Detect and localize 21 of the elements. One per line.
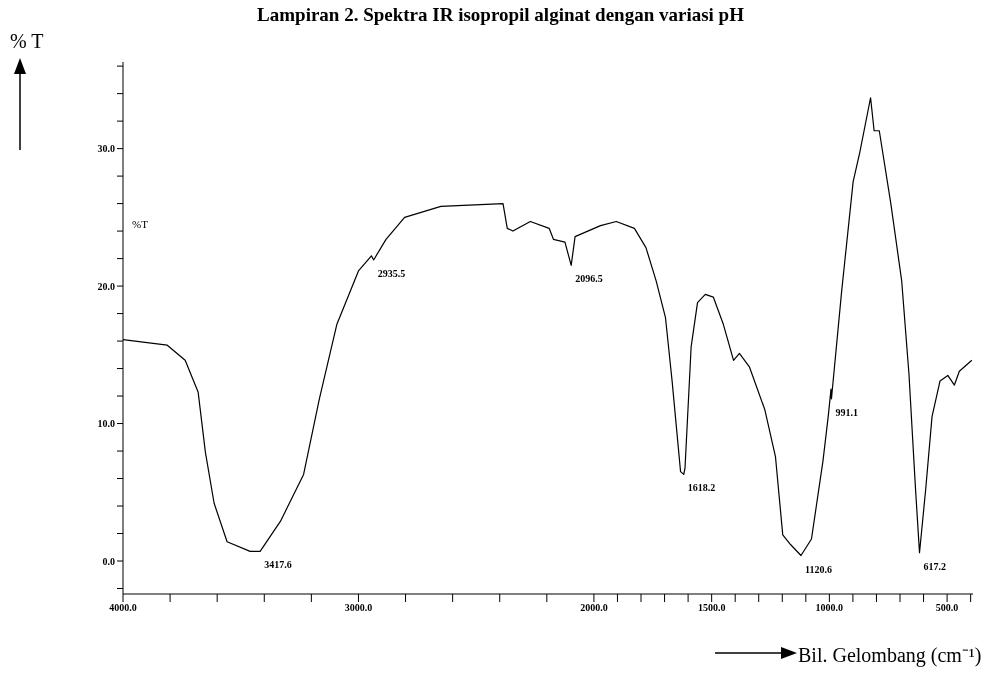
annotation: 1120.6 bbox=[804, 563, 832, 575]
annotation: %T bbox=[132, 218, 148, 230]
x-tick-label: 2000.0 bbox=[580, 602, 608, 614]
x-tick-label: 1500.0 bbox=[697, 602, 726, 614]
chart-title: Lampiran 2. Spektra IR isopropil alginat dengan variasi pH bbox=[257, 4, 744, 25]
annotation: 2096.5 bbox=[575, 273, 603, 285]
y-tick-label: 20.0 bbox=[97, 280, 115, 292]
annotation: 2935.5 bbox=[377, 267, 406, 279]
y-axis-title: % T bbox=[10, 30, 44, 52]
y-tick-label: 10.0 bbox=[97, 418, 115, 430]
x-tick-label: 1000.0 bbox=[815, 602, 844, 614]
annotation: 1618.2 bbox=[687, 482, 716, 494]
y-tick-label: 30.0 bbox=[97, 143, 115, 155]
annotation: 991.1 bbox=[835, 406, 858, 418]
x-tick-label: 500.0 bbox=[935, 602, 959, 614]
x-axis-title: Bil. Gelombang (cm⁻¹) bbox=[798, 644, 982, 666]
y-tick-label: 0.0 bbox=[102, 555, 115, 567]
x-tick-label: 4000.0 bbox=[109, 602, 137, 614]
x-tick-label: 3000.0 bbox=[344, 602, 373, 614]
annotation: 3417.6 bbox=[264, 559, 292, 571]
annotation: 617.2 bbox=[923, 560, 946, 572]
